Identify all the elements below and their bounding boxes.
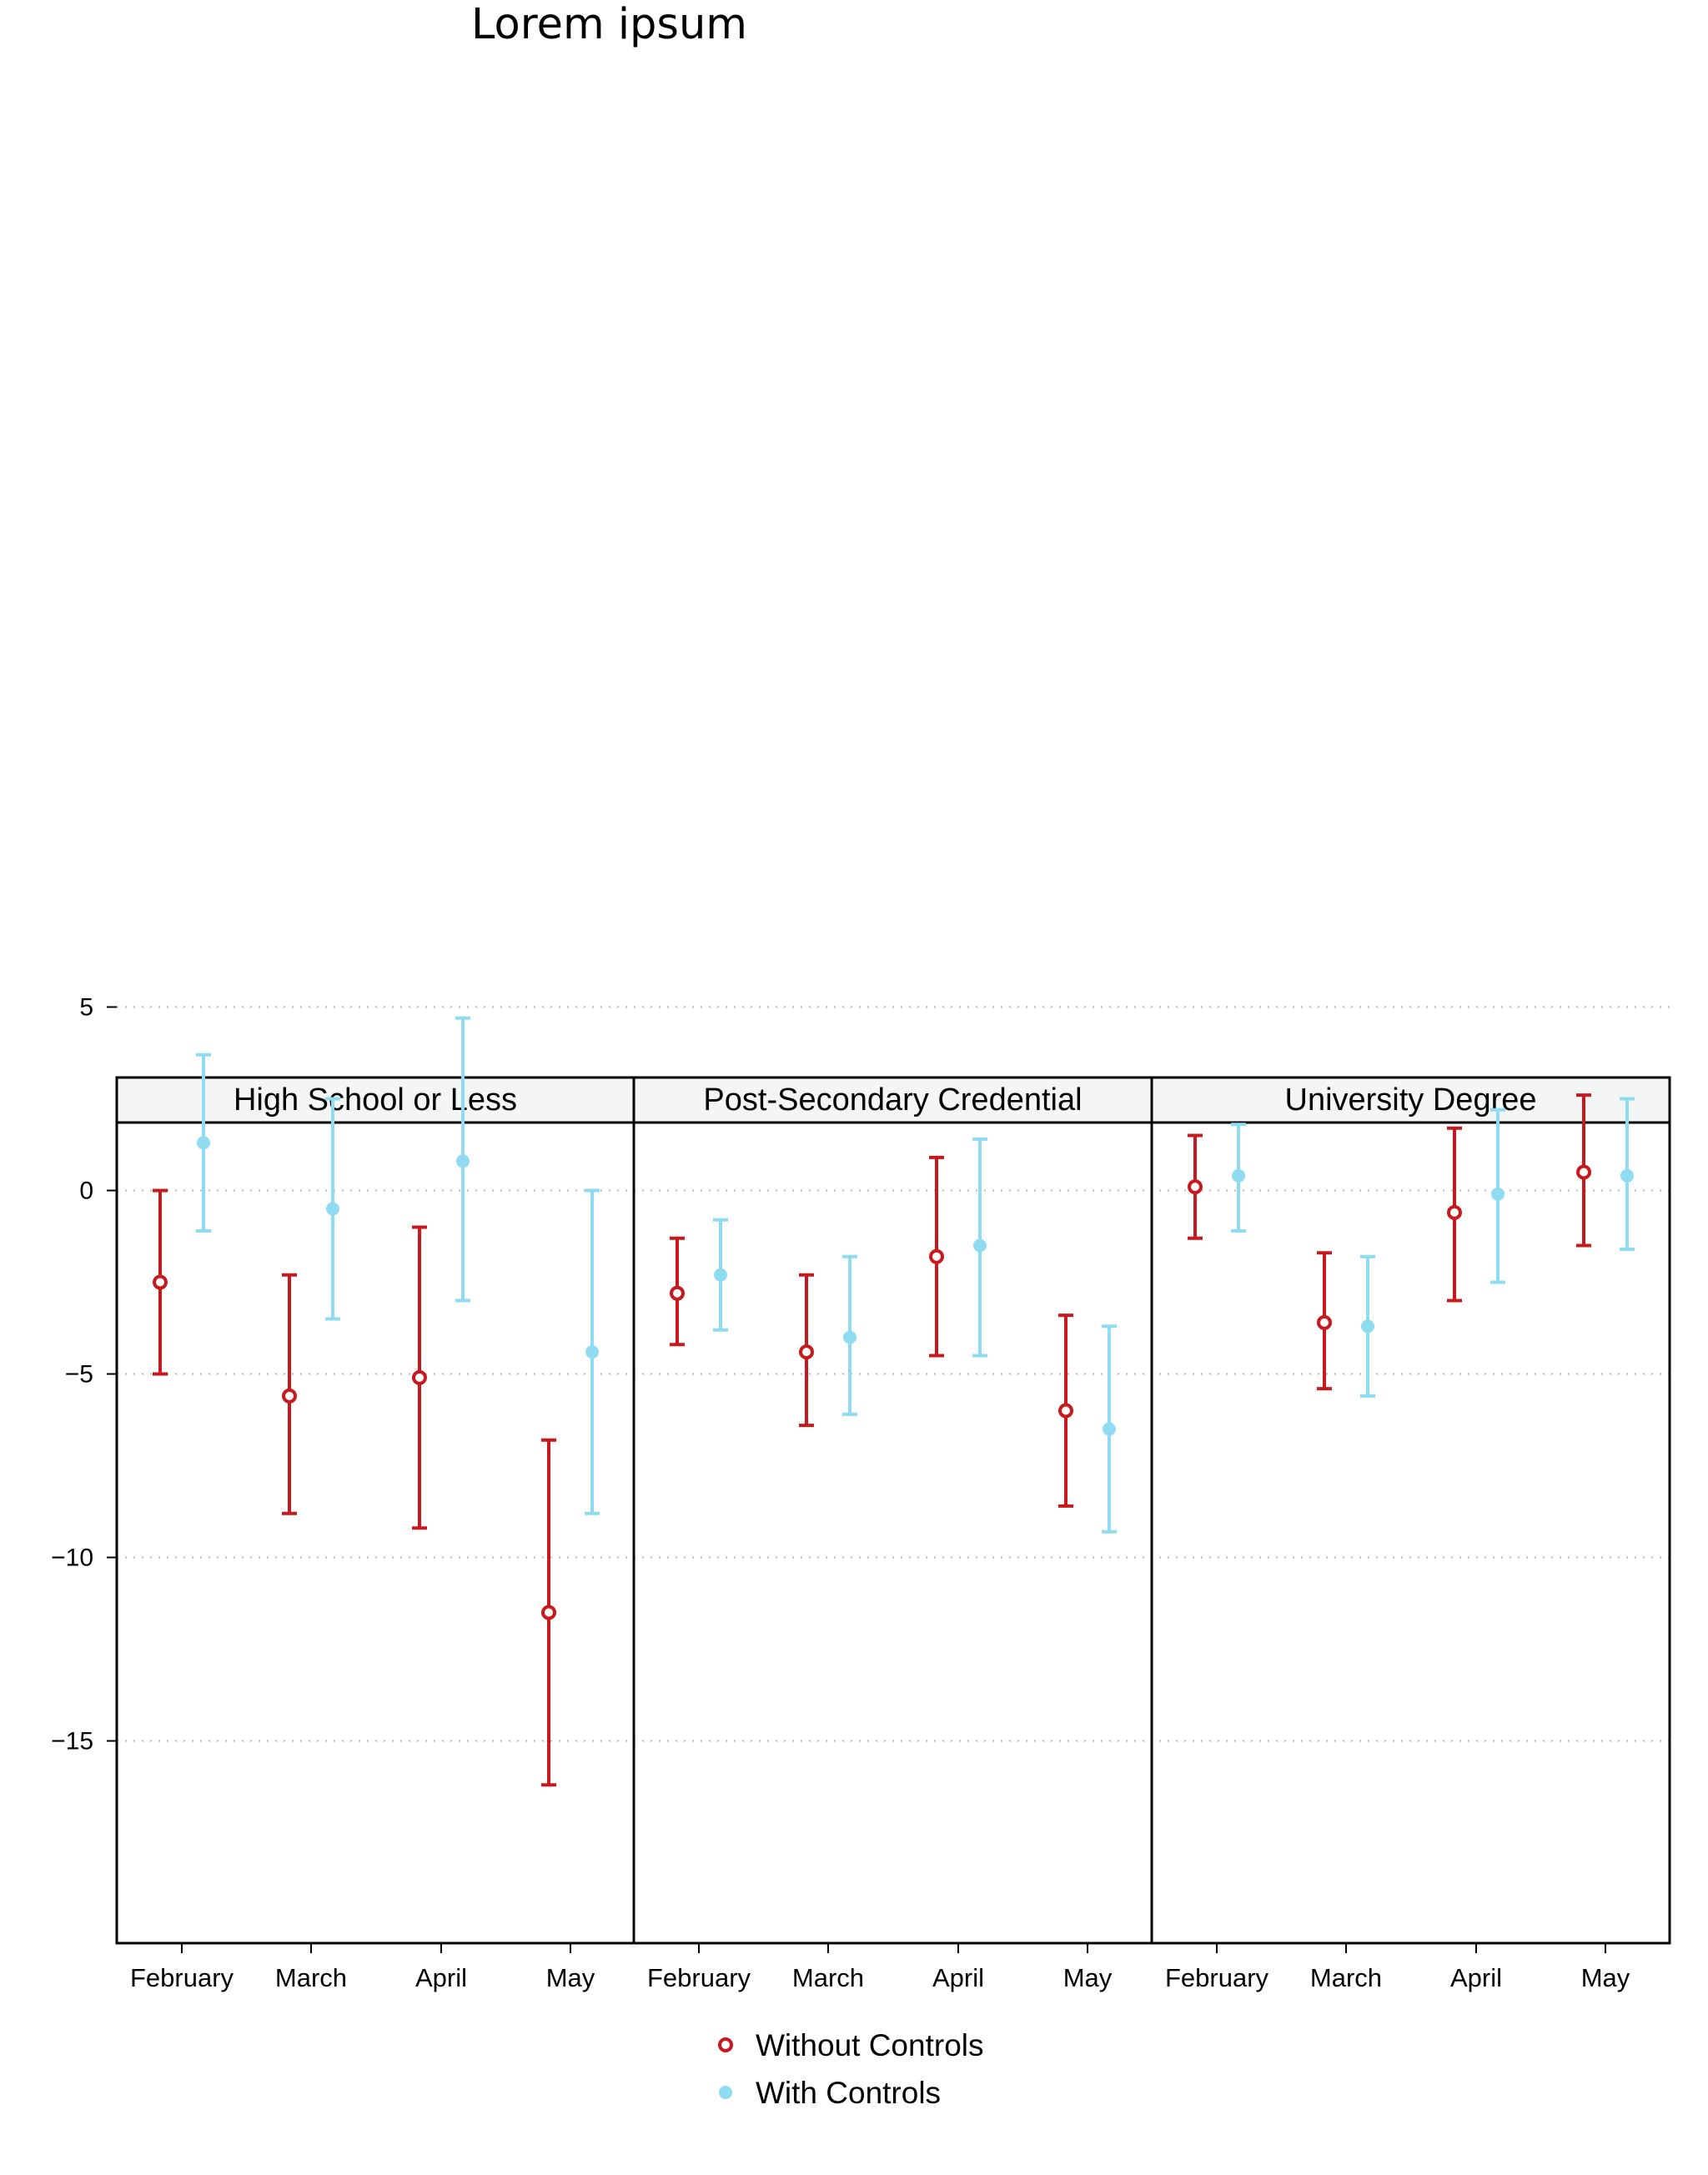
- error-bar-with-controls: [972, 1137, 987, 1358]
- panel-title: University Degree: [1285, 1082, 1537, 1118]
- error-bar-without-controls: [799, 1273, 814, 1428]
- x-tick-label: April: [932, 1963, 984, 1992]
- error-bar-without-controls: [282, 1273, 297, 1515]
- point-without-controls: [1576, 1164, 1591, 1180]
- point-without-controls: [412, 1369, 427, 1385]
- point-without-controls: [282, 1388, 297, 1404]
- error-bar-without-controls: [1317, 1251, 1332, 1391]
- legend: Without Controls With Controls: [718, 2028, 984, 2110]
- point-without-controls: [541, 1605, 556, 1620]
- error-bar-with-controls: [455, 1016, 470, 1303]
- x-tick-label: March: [792, 1963, 864, 1992]
- point-with-controls: [326, 1202, 339, 1216]
- point-with-controls: [1361, 1319, 1374, 1334]
- y-tick-label: −15: [51, 1728, 93, 1756]
- error-bar-without-controls: [929, 1155, 944, 1358]
- x-tick-label: May: [1581, 1963, 1630, 1992]
- panel-3: University Degree February March April May: [1150, 1076, 1671, 1992]
- x-tick-label: February: [130, 1963, 234, 1992]
- error-bar-with-controls: [842, 1254, 857, 1416]
- y-tick-label: −10: [51, 1545, 93, 1572]
- y-tick-label: −5: [65, 1361, 93, 1389]
- point-with-controls: [585, 1345, 599, 1359]
- point-without-controls: [1058, 1403, 1073, 1419]
- error-bar-with-controls: [1102, 1324, 1117, 1534]
- legend-label: With Controls: [756, 2076, 941, 2110]
- legend-marker-without-controls: [718, 2037, 733, 2052]
- panel-title: High School or Less: [234, 1082, 517, 1118]
- point-without-controls: [1447, 1204, 1462, 1220]
- error-bar-without-controls: [541, 1438, 556, 1787]
- error-bar-with-controls: [713, 1218, 728, 1332]
- point-without-controls: [929, 1248, 944, 1264]
- panel-title: Post-Secondary Credential: [703, 1082, 1082, 1118]
- legend-marker-with-controls: [719, 2086, 732, 2099]
- x-tick-label: February: [1165, 1963, 1269, 1992]
- point-without-controls: [670, 1285, 685, 1301]
- point-with-controls: [1103, 1422, 1116, 1436]
- x-tick-label: May: [546, 1963, 595, 1992]
- error-bar-without-controls: [1058, 1314, 1073, 1508]
- point-with-controls: [843, 1330, 857, 1344]
- point-with-controls: [1491, 1187, 1505, 1201]
- x-tick-label: May: [1063, 1963, 1113, 1992]
- point-without-controls: [153, 1274, 168, 1290]
- x-tick-label: March: [275, 1963, 347, 1992]
- x-tick-label: March: [1310, 1963, 1382, 1992]
- error-bar-with-controls: [1620, 1097, 1635, 1251]
- point-with-controls: [456, 1154, 470, 1168]
- page-title: Lorem ipsum: [471, 0, 747, 49]
- error-bar-without-controls: [412, 1225, 427, 1530]
- x-tick-label: April: [415, 1963, 467, 1992]
- error-bar-with-controls: [585, 1188, 600, 1515]
- legend-label: Without Controls: [756, 2028, 984, 2062]
- error-bar-without-controls: [1447, 1126, 1462, 1303]
- y-tick-label: 0: [79, 1178, 93, 1205]
- error-bar-with-controls: [1231, 1123, 1246, 1233]
- point-with-controls: [714, 1268, 727, 1282]
- point-with-controls: [973, 1238, 987, 1253]
- panel-1: High School or Less February March April May: [115, 1016, 635, 1992]
- error-bar-with-controls: [1360, 1254, 1375, 1398]
- error-bar-without-controls: [1576, 1093, 1591, 1248]
- x-tick-label: April: [1450, 1963, 1502, 1992]
- y-tick-label: 5: [79, 994, 93, 1022]
- error-bar-with-controls: [196, 1052, 211, 1233]
- error-bar-without-controls: [1188, 1133, 1203, 1240]
- point-without-controls: [1188, 1179, 1203, 1195]
- error-bar-without-controls: [670, 1236, 685, 1347]
- panel-frame: [1150, 1121, 1671, 1945]
- point-with-controls: [197, 1136, 210, 1150]
- panel-2: Post-Secondary Credential February March Ap…: [632, 1076, 1153, 1992]
- point-without-controls: [799, 1344, 814, 1360]
- panel-frame: [632, 1121, 1153, 1945]
- point-with-controls: [1232, 1168, 1245, 1183]
- x-tick-label: February: [647, 1963, 751, 1992]
- error-bar-with-controls: [325, 1097, 340, 1321]
- error-bar-with-controls: [1490, 1108, 1505, 1284]
- point-with-controls: [1620, 1168, 1634, 1183]
- point-without-controls: [1317, 1314, 1332, 1330]
- error-bar-without-controls: [153, 1188, 168, 1376]
- panel-frame: [115, 1121, 635, 1945]
